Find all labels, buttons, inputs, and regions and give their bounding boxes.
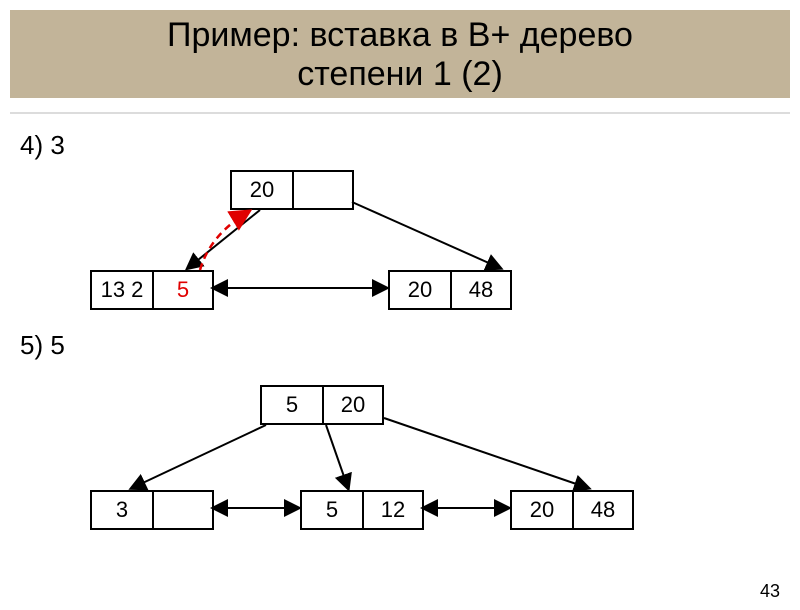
step4-leaf-right-cell-0: 20 [390,272,450,308]
title-divider [10,112,790,114]
step5-label: 5) 5 [20,330,65,361]
step5-root-cell-1: 20 [322,387,382,423]
step5-leaf-left-cell-0: 3 [92,492,152,528]
step4-leaf-left: 13 2 5 [90,270,214,310]
step5-leaf-left: 3 [90,490,214,530]
slide-title: Пример: вставка в B+ дерево степени 1 (2… [10,10,790,98]
step4-root: 20 [230,170,354,210]
step4-leaf-left-cell-1: 5 [152,272,212,308]
step4-root-cell-0: 20 [232,172,292,208]
step4-root-cell-1 [292,172,352,208]
step4-leaf-right-cell-1: 48 [450,272,510,308]
step4-label: 4) 3 [20,130,65,161]
step5-leaf-mid: 5 12 [300,490,424,530]
step5-leaf-right: 20 48 [510,490,634,530]
step4-leaf-right: 20 48 [388,270,512,310]
step4-leaf-left-cell-0: 13 2 [92,272,152,308]
step5-leaf-right-cell-1: 48 [572,492,632,528]
step5-leaf-mid-cell-1: 12 [362,492,422,528]
step5-root-cell-0: 5 [262,387,322,423]
step5-leaf-left-cell-1 [152,492,212,528]
title-line-1: Пример: вставка в B+ дерево [10,16,790,55]
step5-leaf-right-cell-0: 20 [512,492,572,528]
step5-leaf-mid-cell-0: 5 [302,492,362,528]
page-number: 43 [760,581,780,602]
step5-root: 5 20 [260,385,384,425]
title-line-2: степени 1 (2) [10,55,790,94]
